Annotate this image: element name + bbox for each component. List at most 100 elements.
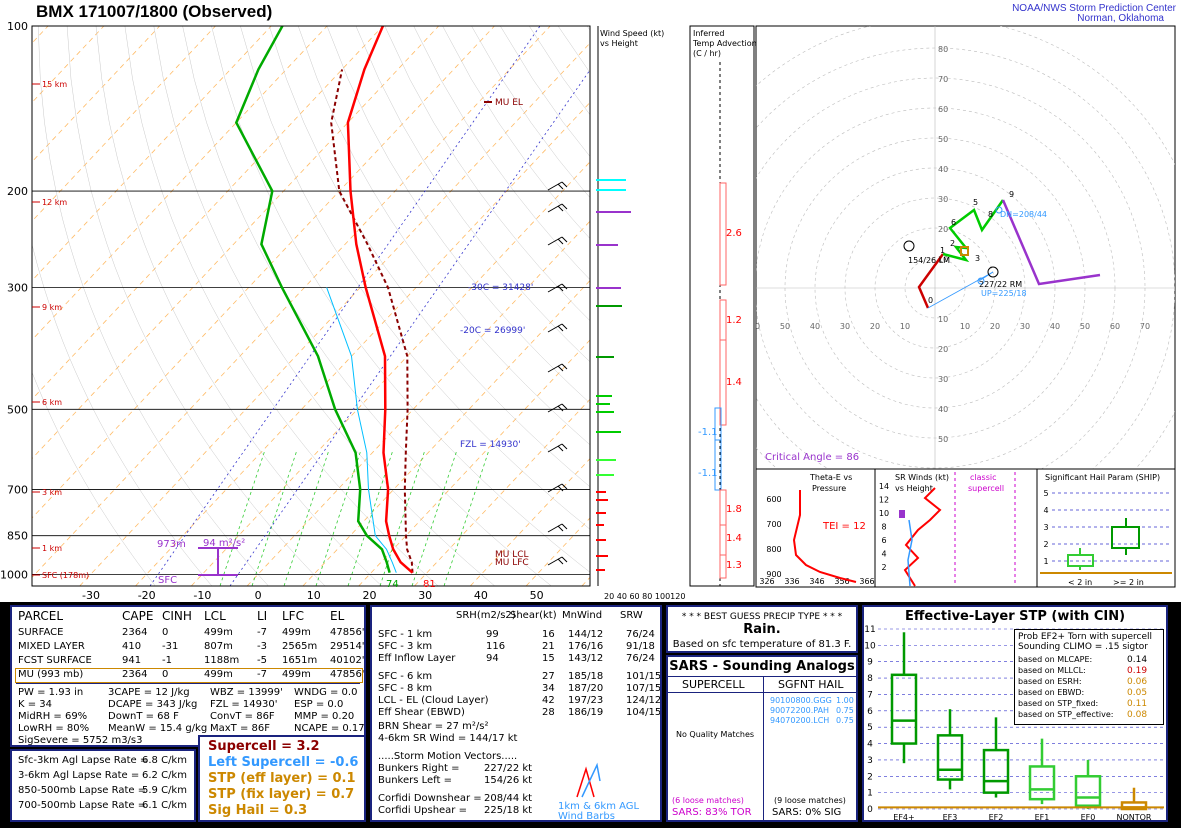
index-value: DCAPE = 343 J/kg [108,699,198,710]
stp-box-ef2 [982,717,1010,798]
kinematics-cell: SFC - 6 km [378,671,433,682]
pressure-label: 1000 [0,568,28,581]
temp-adv-value: 1.4 [726,533,742,544]
parcel-cell: 410 [122,641,142,652]
theta-e-title-1: Theta-E vs [809,473,852,482]
stp-y-label: 7 [867,690,873,700]
hodo-y-label: 20 [938,345,948,354]
stp-box: Effective-Layer STP (with CIN) 11 10 9 8 7 6 5… [862,605,1168,822]
parcel-cell: FCST SURFACE [18,655,92,666]
hodo-height-mark: 6 [951,218,956,227]
kinematics-header: SRW [620,610,643,621]
temp-adv-title-2: Temp Advection [692,39,757,48]
eff-inflow-top: 973m [157,539,186,550]
stp-category-label: EF4+ [893,813,914,820]
parcel-header: EL [330,609,345,623]
parcel-cell: 499m [204,669,233,680]
tei-value: TEI = 12 [822,521,866,532]
wind-barb [547,323,568,333]
hodo-x-label: 10 [900,322,910,331]
kinematics-cell: 144/12 [568,629,604,640]
left-mover-label: 154/26 LM [908,256,950,265]
kinematics-header: Shear(kt) [510,610,557,621]
ship-x2: >= 2 in [1113,578,1144,587]
parcel-cell: 807m [204,641,233,652]
sr-y-label: 2 [881,563,886,572]
stp-category-label: NONTOR [1116,813,1151,820]
sars-sig: SARS: 0% SIG [772,807,842,818]
ship-title: Significant Hail Param (SHIP) [1045,473,1160,482]
lapse-rate-label: 3-6km Agl Lapse Rate = [18,770,140,781]
height-label: 3 km [42,488,62,497]
hodo-x-label: 10 [960,322,970,331]
parcel-cell: 0 [162,669,169,680]
bunkers-right-label: Bunkers Right = [378,763,460,774]
parcel-cell: 1188m [204,655,240,666]
composite-index: STP (fix layer) = 0.7 [208,787,355,802]
index-value: DownT = 68 F [108,711,179,722]
index-value: PW = 1.93 in [18,687,84,698]
kinematics-cell: 104/15 [626,707,662,718]
parcel-cell: 941 [122,655,142,666]
hodo-x-label: 40 [810,322,820,331]
kinematics-cell: 107/15 [626,683,662,694]
temp-axis-label: 20 [363,589,377,602]
theta-e-panel: Theta-E vs Pressure TEI = 12 326 336 346 35… [755,468,876,588]
theta-y-label: 600 [766,495,781,504]
height-label: 9 km [42,303,62,312]
parcel-cell: 1651m [282,655,318,666]
corfidi-down-value: 208/44 kt [484,793,533,804]
wind-barb [547,181,568,191]
kinematics-cell: 76/24 [626,653,655,664]
temp-axis-label: 10 [307,589,321,602]
hodo-height-mark: 1 [940,246,945,255]
sounding-svg: BMX 171007/1800 (Observed) NOAA/NWS Stor… [0,2,1177,602]
index-value: ConvT = 86F [210,711,275,722]
kinematics-cell: 116 [486,641,506,652]
brn-shear: BRN Shear = 27 m²/s² [378,721,489,732]
ship-y-label: 5 [1043,489,1048,498]
corfidi-down-label: Corfidi Downshear = [378,793,482,804]
sr-class-1: classic [970,473,996,482]
stp-prob-2: Sounding CLIMO = .15 sigtor [1018,642,1148,652]
composite-index: Sig Hail = 0.3 [208,803,308,818]
kinematics-cell: 91/18 [626,641,655,652]
theta-x-label: 326 [759,577,774,586]
lapse-rate-label: 700-500mb Lapse Rate = [18,800,147,811]
kinematics-cell: 101/15 [626,671,662,682]
hodo-ring-label: 10 [938,255,948,264]
temp-axis-label: -10 [193,589,211,602]
kinematics-cell: 34 [542,683,555,694]
index-value: LowRH = 80% [18,723,90,734]
pressure-label: 300 [7,282,28,295]
kinematics-cell: 186/19 [568,707,604,718]
temp-axis-label: 40 [474,589,488,602]
temp-adv-bar [719,554,727,579]
sars-col-supercell: SUPERCELL [682,678,745,691]
parcel-cell: MU (993 mb) [18,669,84,680]
wind-barb [547,443,568,453]
height-label: 6 km [42,398,62,407]
hodo-x-label: 30 [1020,322,1030,331]
sars-box: SARS - Sounding Analogs SUPERCELL SGFNT … [666,655,858,822]
stp-climo-value: 0.19 [1127,666,1148,676]
temperature-trace [346,26,414,574]
parcel-cell: 0 [162,627,169,638]
parcel-cell: -31 [162,641,179,652]
ship-y-label: 3 [1043,523,1048,532]
pressure-label: 700 [7,483,28,496]
sfc-dew-label: 74 [386,579,399,590]
stp-title: Effective-Layer STP (with CIN) [904,609,1126,624]
ship-panel: Significant Hail Param (SHIP) 5 4 3 2 1 < 2 … [1036,468,1176,588]
sars-hail-match: 90100800.GGG [770,696,832,705]
parcel-cell: 499m [204,627,233,638]
sars-hail-score: 0.75 [836,716,854,725]
wind-speed-title-1: Wind Speed (kt) [600,29,664,38]
parcel-cell: -5 [257,655,267,666]
wind-speed-axis: 20 40 60 80 100120 [604,592,685,601]
kinematics-header: SRH(m2/s2) [456,610,516,621]
stp-y-label: 9 [867,658,873,668]
mu-lcl-label: MU LCL [495,550,529,560]
parcel-cell: -7 [257,669,267,680]
